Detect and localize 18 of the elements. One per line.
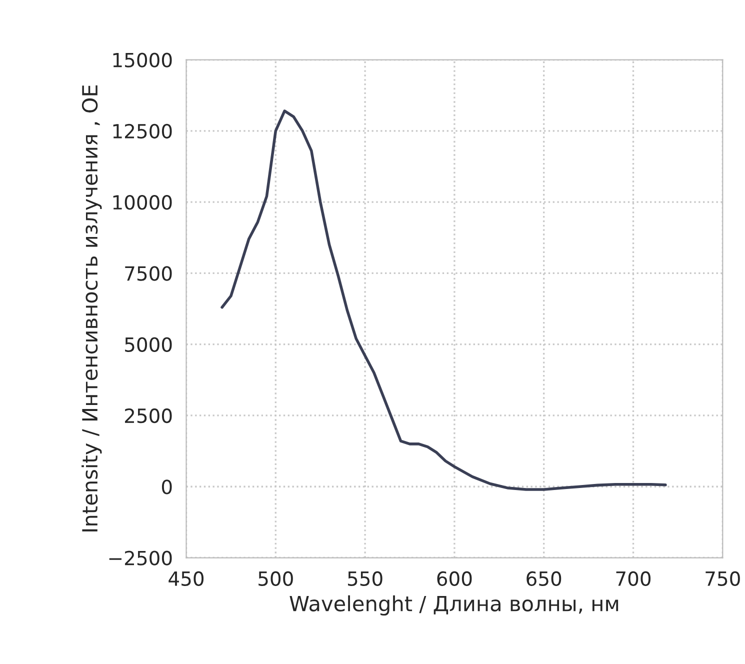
- x-tick-label: 600: [437, 571, 472, 586]
- x-tick-label: 450: [168, 571, 204, 586]
- x-tick-label: 500: [258, 571, 293, 586]
- y-tick-label: 15000: [113, 52, 172, 68]
- y-tick-label: −2500: [109, 550, 172, 566]
- y-tick-label: 0: [162, 480, 172, 494]
- y-tick-label: 12500: [113, 124, 172, 139]
- y-tick-label: 2500: [124, 408, 172, 424]
- line-series: [220, 110, 667, 491]
- x-tick-label: 700: [616, 571, 651, 586]
- y-tick-label: 5000: [125, 337, 172, 352]
- y-tick-label: 10000: [113, 195, 172, 210]
- x-axis-title: Wavelenght / Длина волны, нм: [290, 595, 618, 616]
- x-tick-label: 550: [348, 571, 382, 586]
- y-axis-title: Intensity / Интенсивность излучения , OE: [82, 85, 102, 532]
- y-tick-label: 7500: [125, 266, 172, 281]
- x-tick-label: 650: [526, 571, 562, 586]
- x-tick-label: 750: [706, 571, 740, 586]
